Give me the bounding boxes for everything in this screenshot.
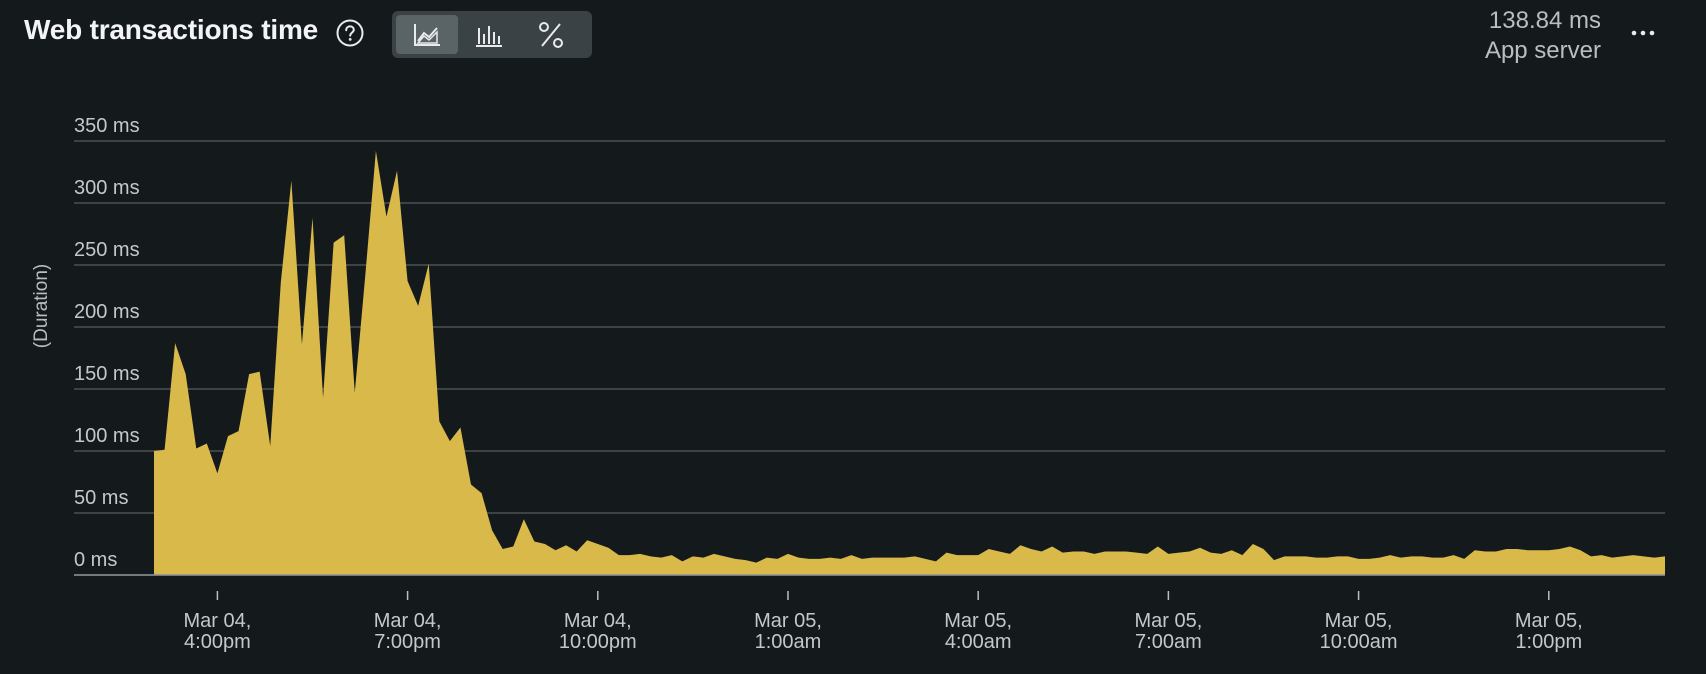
y-tick-label: 200 ms	[74, 301, 140, 323]
y-tick-label: 250 ms	[74, 239, 140, 261]
ellipsis-icon	[1631, 30, 1655, 36]
histogram-view-button[interactable]	[458, 15, 520, 54]
y-tick-label: 50 ms	[74, 487, 128, 509]
percent-icon	[539, 21, 563, 48]
bar-histogram-icon	[476, 25, 502, 47]
y-tick-label: 100 ms	[74, 425, 140, 447]
line-chart-icon	[414, 23, 440, 46]
summary-label: App server	[1484, 37, 1601, 64]
summary-value: 138.84 ms	[1488, 7, 1601, 34]
summary-readout: 138.84 ms App server	[1485, 6, 1601, 66]
question-circle-icon[interactable]	[336, 19, 364, 47]
x-tick-label: Mar 04, 7:00pm	[374, 610, 442, 653]
x-tick-label: Mar 05, 7:00am	[1134, 610, 1202, 653]
x-tick-label: Mar 05, 10:00am	[1320, 610, 1398, 653]
x-tick-label: Mar 05, 1:00am	[754, 610, 822, 653]
percent-view-button[interactable]	[520, 15, 582, 54]
more-options-button[interactable]	[1628, 18, 1658, 48]
y-tick-label: 150 ms	[74, 363, 140, 385]
chart-title: Web transactions time	[24, 14, 319, 45]
line-chart-view-button[interactable]	[396, 15, 458, 54]
app-server-area	[154, 150, 1665, 576]
chart-type-toggle	[392, 11, 592, 58]
x-tick-label: Mar 04, 4:00pm	[183, 610, 251, 653]
y-axis-title: (Duration)	[31, 264, 52, 348]
x-tick-label: Mar 05, 4:00am	[944, 610, 1012, 653]
y-tick-label: 350 ms	[74, 115, 140, 137]
x-tick-label: Mar 04, 10:00pm	[559, 610, 637, 653]
y-tick-label: 0 ms	[74, 549, 117, 571]
y-tick-label: 300 ms	[74, 177, 140, 199]
x-tick-label: Mar 05, 1:00pm	[1515, 610, 1583, 653]
